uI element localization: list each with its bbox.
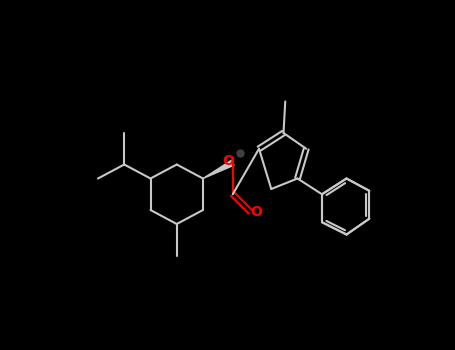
Polygon shape xyxy=(203,160,234,178)
Text: O: O xyxy=(222,154,234,168)
Text: O: O xyxy=(251,205,263,219)
